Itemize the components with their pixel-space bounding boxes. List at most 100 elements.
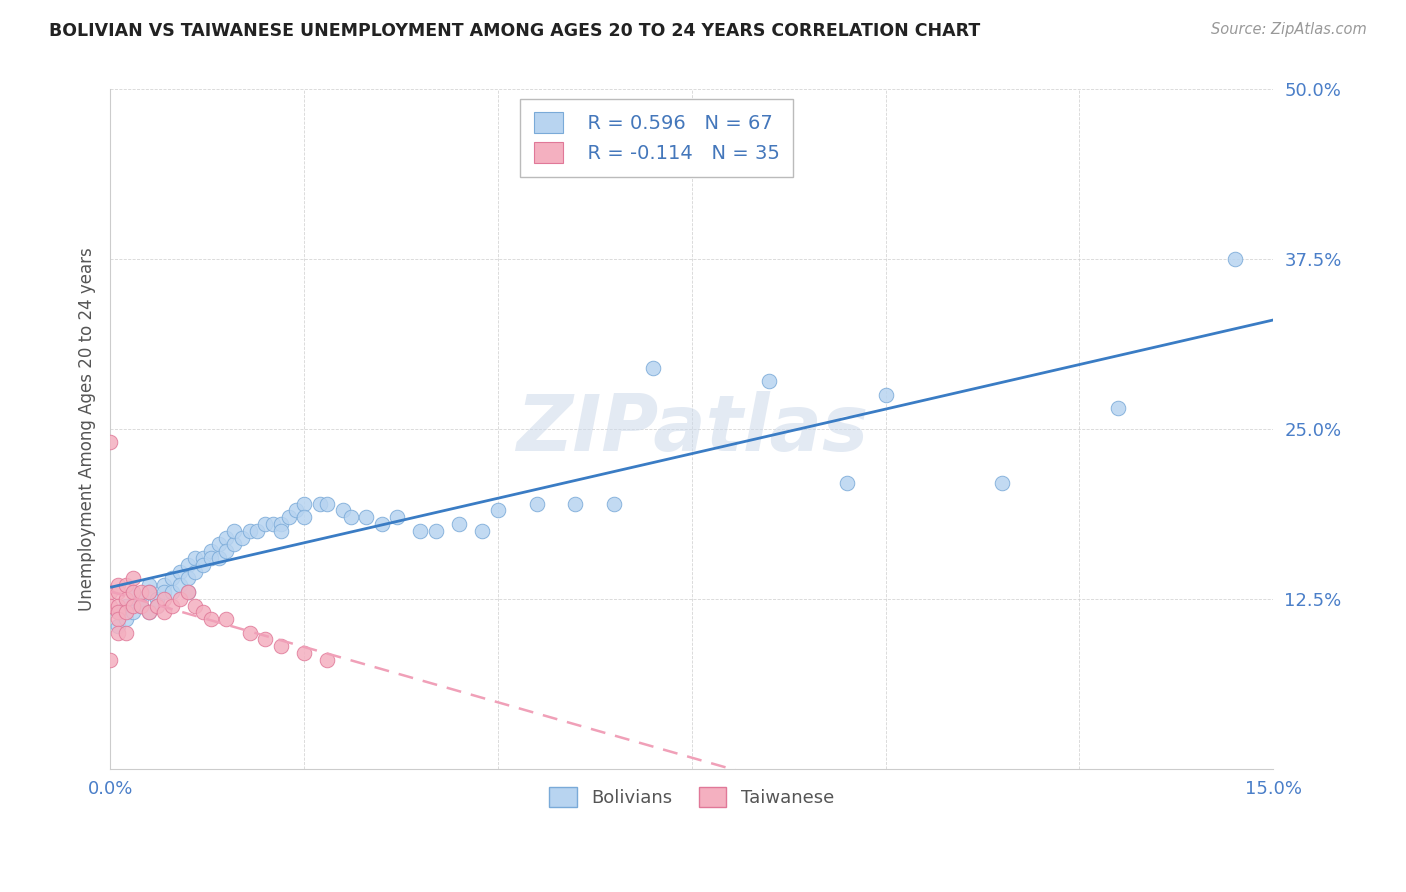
Point: [339, 510, 361, 524]
Point: [292, 497, 315, 511]
Point: [160, 585, 183, 599]
Point: [425, 524, 447, 538]
Point: [184, 550, 207, 565]
Point: [177, 585, 200, 599]
Point: [526, 497, 548, 511]
Point: [114, 599, 136, 613]
Point: [835, 476, 858, 491]
Text: Source: ZipAtlas.com: Source: ZipAtlas.com: [1211, 22, 1367, 37]
Point: [153, 605, 176, 619]
Point: [122, 599, 145, 613]
Point: [122, 571, 145, 585]
Point: [239, 524, 262, 538]
Point: [153, 591, 176, 606]
Point: [308, 497, 330, 511]
Point: [316, 497, 339, 511]
Legend: Bolivians, Taiwanese: Bolivians, Taiwanese: [543, 780, 841, 814]
Point: [138, 578, 160, 592]
Point: [160, 599, 183, 613]
Point: [107, 605, 129, 619]
Point: [193, 558, 215, 572]
Point: [270, 524, 292, 538]
Point: [246, 524, 269, 538]
Point: [169, 591, 191, 606]
Point: [107, 578, 129, 592]
Point: [285, 503, 308, 517]
Point: [875, 388, 897, 402]
Point: [98, 599, 121, 613]
Point: [98, 653, 121, 667]
Point: [208, 537, 231, 551]
Point: [215, 612, 238, 626]
Point: [160, 571, 183, 585]
Point: [138, 605, 160, 619]
Point: [193, 605, 215, 619]
Text: ZIPatlas: ZIPatlas: [516, 391, 868, 467]
Point: [107, 612, 129, 626]
Point: [129, 599, 152, 613]
Point: [138, 585, 160, 599]
Point: [107, 585, 129, 599]
Point: [98, 585, 121, 599]
Point: [564, 497, 586, 511]
Point: [114, 578, 136, 592]
Point: [270, 516, 292, 531]
Point: [486, 503, 509, 517]
Point: [292, 646, 315, 660]
Y-axis label: Unemployment Among Ages 20 to 24 years: Unemployment Among Ages 20 to 24 years: [79, 247, 96, 611]
Point: [129, 591, 152, 606]
Point: [200, 612, 222, 626]
Point: [200, 544, 222, 558]
Point: [991, 476, 1014, 491]
Point: [193, 550, 215, 565]
Point: [641, 360, 664, 375]
Point: [200, 550, 222, 565]
Point: [292, 510, 315, 524]
Point: [114, 591, 136, 606]
Point: [107, 605, 129, 619]
Point: [262, 516, 284, 531]
Point: [153, 578, 176, 592]
Point: [758, 374, 780, 388]
Point: [471, 524, 494, 538]
Point: [138, 585, 160, 599]
Point: [316, 653, 339, 667]
Point: [354, 510, 377, 524]
Point: [409, 524, 432, 538]
Point: [114, 612, 136, 626]
Point: [129, 599, 152, 613]
Point: [145, 599, 167, 613]
Point: [270, 640, 292, 654]
Point: [208, 550, 231, 565]
Point: [254, 516, 277, 531]
Point: [231, 531, 253, 545]
Point: [122, 585, 145, 599]
Point: [224, 537, 246, 551]
Point: [332, 503, 354, 517]
Point: [215, 544, 238, 558]
Point: [1107, 401, 1129, 416]
Point: [122, 605, 145, 619]
Point: [129, 585, 152, 599]
Point: [138, 605, 160, 619]
Point: [107, 619, 129, 633]
Point: [177, 558, 200, 572]
Point: [177, 571, 200, 585]
Point: [122, 585, 145, 599]
Point: [114, 625, 136, 640]
Point: [224, 524, 246, 538]
Point: [153, 585, 176, 599]
Point: [145, 591, 167, 606]
Point: [1223, 252, 1246, 266]
Point: [603, 497, 626, 511]
Point: [98, 435, 121, 450]
Point: [169, 565, 191, 579]
Point: [215, 531, 238, 545]
Point: [239, 625, 262, 640]
Point: [107, 625, 129, 640]
Point: [184, 565, 207, 579]
Point: [385, 510, 408, 524]
Point: [145, 599, 167, 613]
Point: [184, 599, 207, 613]
Point: [169, 578, 191, 592]
